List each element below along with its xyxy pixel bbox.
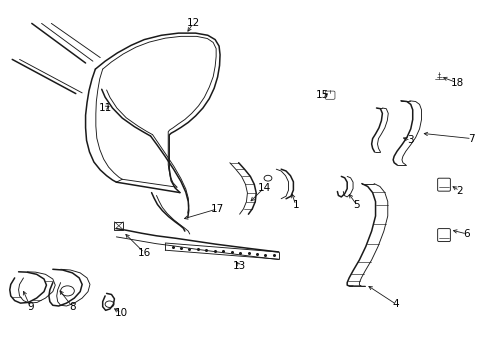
Text: 3: 3	[407, 135, 413, 145]
Text: 18: 18	[449, 78, 463, 88]
Text: 14: 14	[257, 183, 270, 193]
Text: 4: 4	[392, 299, 399, 309]
Text: 12: 12	[186, 18, 200, 28]
Text: 9: 9	[27, 302, 34, 312]
Text: 13: 13	[232, 261, 246, 271]
Text: 6: 6	[463, 229, 469, 239]
Text: 17: 17	[210, 204, 224, 214]
Text: 11: 11	[98, 103, 112, 113]
Text: 10: 10	[115, 308, 127, 318]
Text: 5: 5	[353, 200, 360, 210]
Text: 15: 15	[315, 90, 329, 100]
Text: 1: 1	[292, 200, 299, 210]
Text: 2: 2	[455, 186, 462, 196]
Text: 8: 8	[69, 302, 76, 312]
Text: 7: 7	[468, 134, 474, 144]
Text: 16: 16	[137, 248, 151, 258]
